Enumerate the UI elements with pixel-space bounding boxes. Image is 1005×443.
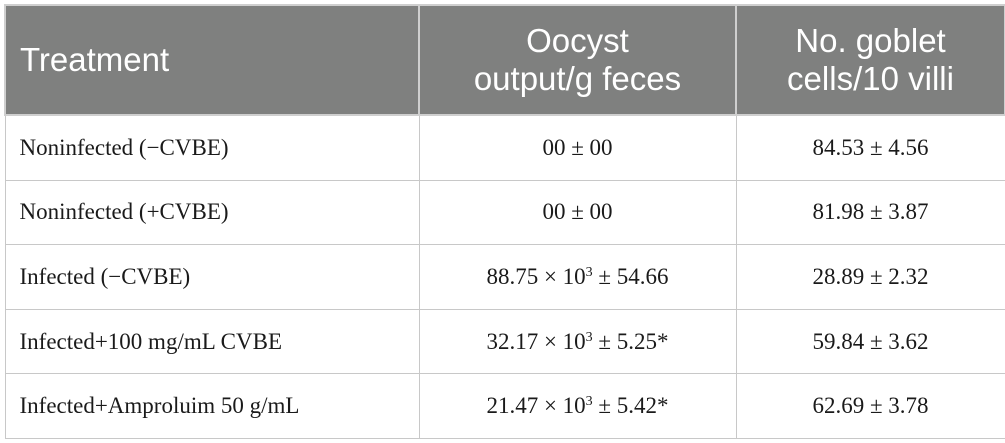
header-oocyst-output: Oocyst output/g feces [418,4,737,116]
oocyst-cell: 32.17 × 103 ± 5.25* [418,308,737,375]
treatment-cell: Noninfected (+CVBE) [4,179,420,246]
table-row: Infected (−CVBE) 88.75 × 103 ± 54.66 28.… [4,244,1005,310]
treatment-cell: Infected (−CVBE) [4,244,420,310]
table-row: Noninfected (−CVBE) 00 ± 00 84.53 ± 4.56 [4,114,1005,181]
header-goblet-cells: No. goblet cells/10 villi [735,4,1005,116]
results-table: Treatment Oocyst output/g feces No. gobl… [4,4,1005,439]
oocyst-exponent: 3 [585,394,593,410]
oocyst-cell: 00 ± 00 [418,114,737,181]
header-oocyst-line2: output/g feces [473,60,682,97]
header-goblet-line2: cells/10 villi [787,60,954,97]
table-header: Treatment Oocyst output/g feces No. gobl… [4,4,1005,116]
oocyst-exponent: 3 [585,265,593,280]
oocyst-value: 00 ± 00 [542,134,613,160]
oocyst-value: 88.75 × 10 [486,264,586,289]
table-row: Infected+100 mg/mL CVBE 32.17 × 103 ± 5.… [4,308,1005,375]
oocyst-error: ± 5.25* [592,328,669,354]
goblet-cell: 84.53 ± 4.56 [735,114,1005,181]
oocyst-value: 00 ± 00 [542,199,613,225]
goblet-cell: 62.69 ± 3.78 [735,373,1005,439]
oocyst-cell: 21.47 × 103 ± 5.42* [418,373,737,439]
oocyst-exponent: 3 [585,329,593,345]
table-row: Noninfected (+CVBE) 00 ± 00 81.98 ± 3.87 [4,179,1005,246]
treatment-cell: Noninfected (−CVBE) [4,114,420,181]
oocyst-error: ± 5.42* [592,393,669,419]
oocyst-error: ± 54.66 [592,264,669,289]
oocyst-cell: 88.75 × 103 ± 54.66 [418,244,737,310]
header-row: Treatment Oocyst output/g feces No. gobl… [4,4,1005,116]
header-treatment: Treatment [4,4,420,116]
goblet-cell: 81.98 ± 3.87 [735,179,1005,246]
oocyst-cell: 00 ± 00 [418,179,737,246]
oocyst-value: 21.47 × 10 [486,393,586,419]
treatment-cell: Infected+Amproluim 50 g/mL [4,373,420,439]
header-oocyst-line1: Oocyst [526,22,629,59]
goblet-cell: 28.89 ± 2.32 [735,244,1005,310]
treatment-cell: Infected+100 mg/mL CVBE [4,308,420,375]
goblet-cell: 59.84 ± 3.62 [735,308,1005,375]
table-row: Infected+Amproluim 50 g/mL 21.47 × 103 ±… [4,373,1005,439]
oocyst-value: 32.17 × 10 [486,328,586,354]
header-goblet-line1: No. goblet [795,22,946,59]
table-body: Noninfected (−CVBE) 00 ± 00 84.53 ± 4.56… [4,114,1005,439]
